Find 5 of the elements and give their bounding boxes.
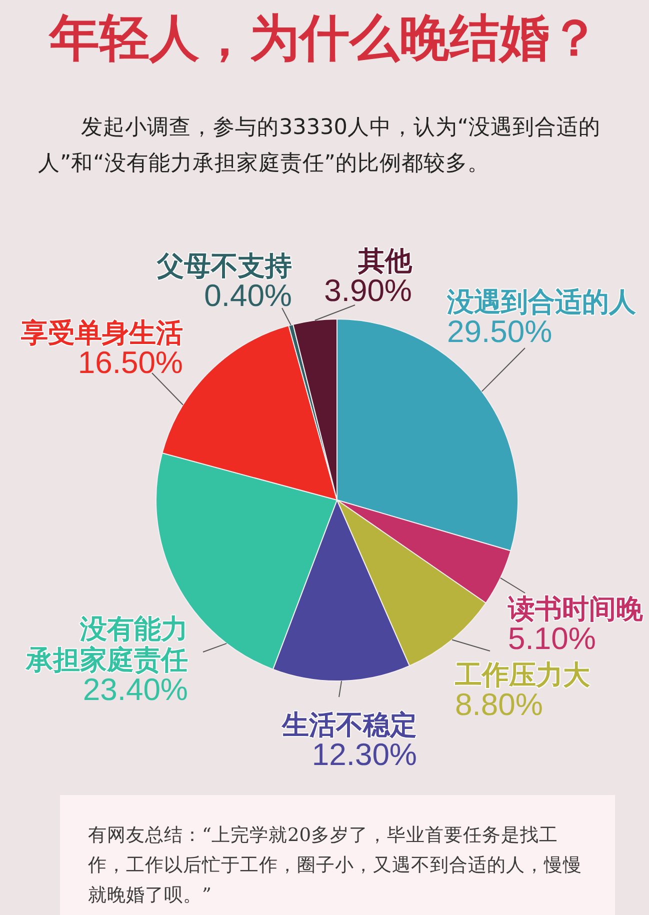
slice-label: 没有能力承担家庭责任 [25,614,188,676]
text: 有网友总结：“上完学就20多岁了，毕业首要任务是找工作，工作以后忙于工作，圈子小，又遇不到合适的人，慢慢就晚婚了呗。” [88,824,583,908]
slice-label: 其他 [357,246,413,277]
chart-subtitle: 发起小调查，参与的33330人中，认为“没遇到合适的人”和“没有能力承担家庭责任”的比例都较多。 [38,114,602,178]
chart-title: 年轻人，为什么晚结婚？ [48,8,600,68]
